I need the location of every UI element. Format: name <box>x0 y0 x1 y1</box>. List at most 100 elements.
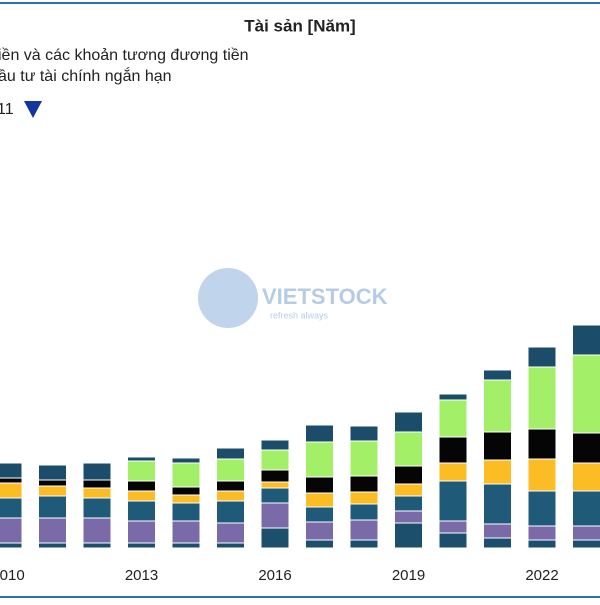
bar-segment <box>484 460 512 484</box>
bar-segment <box>261 528 289 548</box>
legend-label: iền và các khoản tương đương tiền <box>0 47 249 64</box>
bar-segment <box>39 543 67 548</box>
bar-segment <box>306 425 334 442</box>
bar-segment <box>573 526 600 540</box>
bar-segment <box>128 457 156 461</box>
bar-segment <box>484 538 512 548</box>
bar-segment <box>306 477 334 493</box>
bar-segment <box>0 483 22 498</box>
watermark-logo <box>198 268 258 328</box>
bar-segment <box>306 507 334 522</box>
bar-segment <box>306 540 334 548</box>
bar-segment <box>573 540 600 548</box>
bar-segment <box>39 465 67 480</box>
bar-segment <box>172 458 200 463</box>
bar-segment <box>528 491 556 526</box>
bar-segment <box>172 463 200 487</box>
bar-segment <box>395 412 423 432</box>
bar-segment <box>573 463 600 491</box>
bar-segment <box>528 367 556 429</box>
bar-segment <box>484 370 512 380</box>
bar-segment <box>0 543 22 548</box>
bar-segment <box>528 540 556 548</box>
bar-segment <box>350 492 378 504</box>
bar-segment <box>439 521 467 533</box>
x-tick-label: 2016 <box>258 567 291 584</box>
bar-segment <box>217 523 245 543</box>
bar-segment <box>573 491 600 526</box>
bar-segment <box>350 504 378 520</box>
bar-segment <box>217 543 245 548</box>
bar-segment <box>83 463 111 480</box>
bar-segment <box>128 481 156 491</box>
bar-segment <box>439 400 467 437</box>
bar-segment <box>261 482 289 488</box>
bar-segment <box>306 442 334 477</box>
bar-segment <box>528 459 556 491</box>
bar-segment <box>217 459 245 481</box>
bar-segment <box>0 518 22 543</box>
x-tick-label: 2013 <box>125 567 158 584</box>
legend-label: ầu tư tài chính ngắn hạn <box>0 66 172 85</box>
bar-segment <box>261 503 289 528</box>
bar-segment <box>306 522 334 540</box>
bar-segment <box>39 486 67 496</box>
bar-segment <box>528 347 556 367</box>
bar-segment <box>350 540 378 548</box>
bar-segment <box>172 543 200 548</box>
bar-segment <box>484 432 512 460</box>
bar-segment <box>439 463 467 481</box>
bar-segment <box>128 543 156 548</box>
bar-segment <box>217 448 245 459</box>
bar-segment <box>217 481 245 491</box>
bar-segment <box>439 533 467 548</box>
bar-segment <box>395 466 423 484</box>
bar-segment <box>172 495 200 503</box>
bar-segment <box>172 487 200 495</box>
bar-segment <box>261 470 289 482</box>
x-tick-label: 2019 <box>392 567 425 584</box>
bar-segment <box>128 521 156 543</box>
bar-segment <box>83 543 111 548</box>
bar-segment <box>395 432 423 466</box>
x-tick-label: 2022 <box>525 567 558 584</box>
bar-segment <box>261 488 289 503</box>
bar-segment <box>350 426 378 441</box>
watermark-tagline: refresh always <box>270 310 329 320</box>
bar-segment <box>350 476 378 492</box>
bar-segment <box>39 518 67 543</box>
bar-segment <box>0 478 22 483</box>
bar-segment <box>484 484 512 524</box>
bar-segment <box>484 380 512 432</box>
bar-segment <box>573 325 600 355</box>
bar-segment <box>528 429 556 459</box>
bar-segment <box>39 496 67 518</box>
bar-segment <box>350 441 378 476</box>
bar-segment <box>350 520 378 540</box>
bar-segment <box>172 503 200 521</box>
bar-segment <box>39 480 67 486</box>
bar-segment <box>573 433 600 463</box>
bar-segment <box>528 526 556 540</box>
bar-segment <box>83 488 111 498</box>
watermark-text: VIETSTOCK <box>262 284 388 309</box>
bar-segment <box>0 463 22 478</box>
bar-segment <box>128 491 156 501</box>
legend-page: 11 <box>0 101 14 118</box>
bar-segment <box>261 440 289 450</box>
bar-segment <box>439 437 467 463</box>
chart-title: Tài sản [Năm] <box>244 16 355 35</box>
bar-segment <box>0 498 22 518</box>
bar-segment <box>83 498 111 518</box>
bar-segment <box>217 491 245 501</box>
x-tick-label: 2010 <box>0 567 25 584</box>
bar-segment <box>484 524 512 538</box>
bar-segment <box>395 496 423 511</box>
bar-segment <box>128 501 156 521</box>
bar-segment <box>172 521 200 543</box>
bar-segment <box>83 518 111 543</box>
bar-segment <box>573 355 600 433</box>
bar-segment <box>306 493 334 507</box>
bar-segment <box>395 523 423 548</box>
